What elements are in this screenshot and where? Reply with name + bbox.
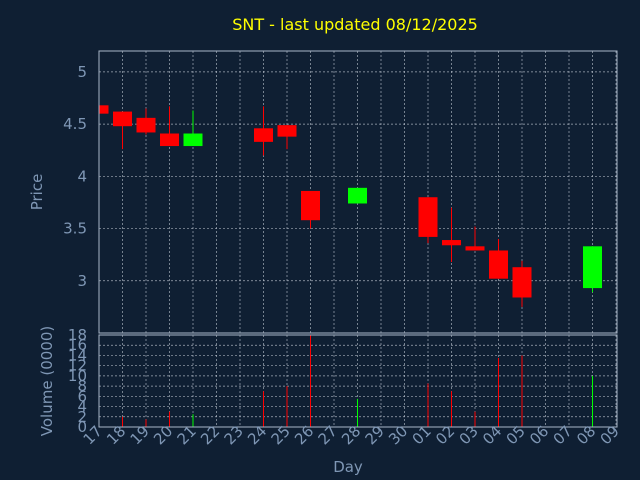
price-y-tick-label: 3.5: [63, 220, 87, 238]
candle-body: [254, 128, 273, 142]
candle-body: [348, 187, 367, 204]
volume-y-tick-label: 14: [68, 346, 87, 364]
volume-y-tick-label: 16: [68, 336, 87, 354]
volume-y-tick-label: 8: [77, 377, 87, 395]
volume-axis-label: Volume (0000): [38, 326, 56, 436]
volume-y-tick-label: 12: [68, 357, 87, 375]
candle-body: [583, 246, 602, 289]
price-candles: [98, 105, 602, 307]
candle-body: [442, 240, 461, 246]
price-gridlines: [99, 51, 617, 333]
volume-y-tick-label: 6: [77, 387, 87, 405]
candle-body: [160, 133, 179, 147]
x-axis-label: Day: [333, 458, 363, 476]
price-y-tick-label: 3: [77, 272, 87, 290]
candle-body: [99, 105, 109, 114]
candle-body: [136, 117, 156, 133]
price-y-tick-label: 4: [77, 167, 87, 185]
volume-y-tick-label: 0: [77, 418, 87, 436]
price-panel-frame: [98, 50, 618, 334]
candle-body: [301, 190, 320, 221]
candle-body: [512, 267, 532, 298]
volume-bars: [122, 335, 593, 427]
candle-body: [277, 125, 297, 137]
volume-y-tick-label: 18: [68, 326, 87, 344]
candle-body: [465, 246, 485, 251]
price-axis-label: Price: [28, 174, 46, 211]
price-y-tick-label: 4.5: [63, 115, 87, 133]
volume-panel-frame: [98, 334, 618, 428]
volume-y-tick-label: 10: [68, 367, 87, 385]
volume-y-tick-label: 2: [77, 408, 87, 426]
candle-body: [418, 197, 438, 237]
price-y-tick-labels: 5 4.5 4 3.5 3: [63, 63, 87, 290]
price-y-tick-label: 5: [77, 63, 87, 81]
chart-title: SNT - last updated 08/12/2025: [232, 15, 478, 34]
volume-y-tick-label: 4: [77, 398, 87, 416]
candle-body: [183, 133, 203, 147]
candle-body: [489, 250, 508, 279]
x-tick-labels: 1718192021222324252627282930010203040506…: [80, 422, 623, 448]
candle-body: [113, 111, 132, 127]
